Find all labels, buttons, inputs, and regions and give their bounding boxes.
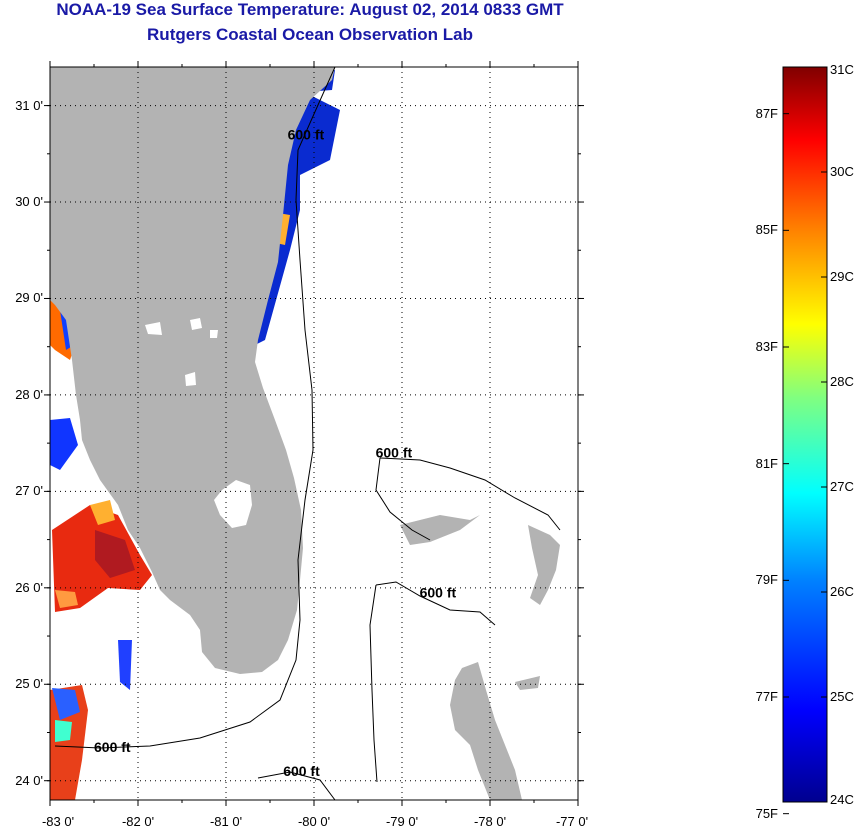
lat-tick-label: 29 0'	[15, 290, 43, 306]
lat-tick-label: 25 0'	[15, 676, 43, 692]
lon-tick-label: -83 0'	[41, 814, 75, 829]
bahamas-eleuthera	[515, 676, 540, 690]
lon-tick-label: -81 0'	[209, 814, 243, 829]
colorbar-celsius-label: 28C	[830, 374, 854, 389]
lon-tick-label: -82 0'	[121, 814, 155, 829]
map-title: NOAA-19 Sea Surface Temperature: August …	[56, 0, 564, 19]
sst-patch-gulf-south	[52, 500, 152, 690]
lat-tick-label: 28 0'	[15, 386, 43, 402]
contour-labels: 600 ft 600 ft 600 ft 600 ft 600 ft	[94, 126, 457, 779]
colorbar-fahrenheit-label: 77F	[755, 689, 778, 704]
lon-tick-label: -80 0'	[297, 814, 331, 829]
colorbar-celsius-label: 24C	[830, 792, 854, 807]
contour-label: 600 ft	[288, 126, 325, 142]
colorbar-celsius-label: 25C	[830, 689, 854, 704]
cloud-gaps	[145, 318, 218, 386]
colorbar-fahrenheit-label: 83F	[755, 339, 778, 354]
lon-tick-label: -79 0'	[385, 814, 419, 829]
axis-ticks	[44, 61, 584, 806]
lat-tick-label: 27 0'	[15, 483, 43, 499]
lat-tick-label: 31 0'	[15, 97, 43, 113]
lake-okeechobee	[214, 480, 252, 528]
colorbar-celsius-label: 27C	[830, 479, 854, 494]
contour-label: 600 ft	[283, 763, 320, 779]
bahamas-grand-bahama	[400, 515, 480, 545]
colorbar-fahrenheit-label: 75F	[755, 805, 778, 821]
colorbar-fahrenheit-label: 79F	[755, 572, 778, 588]
contour-label: 600 ft	[94, 739, 131, 755]
colorbar-celsius-label: 26C	[830, 584, 854, 599]
contour-label: 600 ft	[376, 445, 413, 461]
colorbar-celsius-label: 31C	[830, 62, 854, 77]
colorbar-celsius-label: 29C	[830, 269, 854, 284]
colorbar-celsius-label: 30C	[830, 164, 854, 179]
bahamas-andros	[450, 662, 522, 800]
lon-tick-label: -77 0'	[555, 814, 589, 829]
colorbar-ticks	[783, 66, 827, 815]
grid-lines	[50, 67, 578, 800]
contour-label: 600 ft	[420, 584, 457, 600]
florida-land	[50, 67, 335, 674]
sst-patch-keys	[50, 685, 88, 800]
lat-tick-label: 30 0'	[15, 194, 43, 210]
bahamas-abaco	[528, 525, 560, 605]
contour-600ft-lines	[54, 67, 561, 800]
colorbar-fahrenheit-label: 85F	[755, 222, 778, 238]
colorbar-fahrenheit-label: 81F	[755, 455, 778, 471]
lat-tick-label: 24 0'	[15, 772, 43, 788]
lon-tick-label: -78 0'	[473, 814, 507, 829]
colorbar	[782, 66, 828, 803]
lat-tick-label: 26 0'	[15, 579, 43, 595]
map-subtitle: Rutgers Coastal Ocean Observation Lab	[147, 25, 473, 44]
colorbar-fahrenheit-label: 87F	[755, 105, 778, 121]
